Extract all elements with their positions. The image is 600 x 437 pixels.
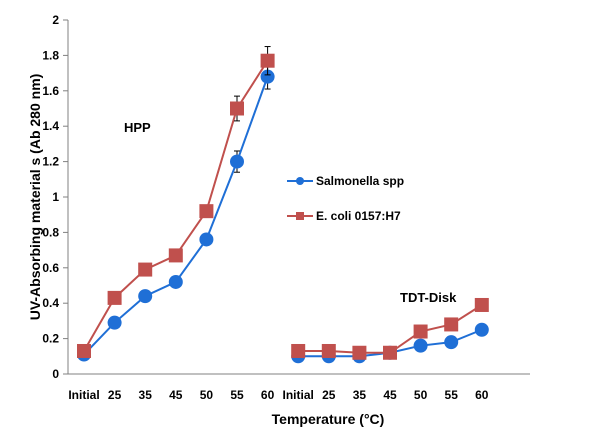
data-point-salmonella [107, 315, 122, 330]
data-point-salmonella [168, 274, 183, 289]
y-tick-label: 0.8 [42, 225, 59, 239]
y-tick-label: 1 [52, 190, 59, 204]
data-point-salmonella [444, 335, 459, 350]
x-tick-label: 60 [475, 388, 489, 402]
data-point-ecoli [77, 343, 91, 358]
x-tick-label: 25 [322, 388, 336, 402]
x-axis-title: Temperature (°C) [272, 411, 385, 427]
x-tick-label: 55 [445, 388, 459, 402]
legend-label: Salmonella spp [316, 174, 404, 188]
data-point-salmonella [138, 289, 153, 304]
data-point-ecoli [230, 101, 244, 116]
data-point-salmonella [474, 322, 489, 337]
x-tick-label: Initial [68, 388, 99, 402]
x-tick-label: 35 [139, 388, 153, 402]
group-label-tdt-disk: TDT-Disk [400, 290, 457, 305]
data-point-ecoli [107, 290, 122, 305]
y-tick-label: 2 [52, 13, 59, 27]
data-point-ecoli [413, 324, 428, 339]
y-axis-title: UV-Absorbing material s (Ab 280 nm) [27, 74, 43, 321]
legend-marker [296, 212, 304, 220]
data-point-ecoli [260, 53, 275, 68]
y-tick-label: 0.2 [42, 332, 59, 346]
data-point-ecoli [474, 297, 489, 312]
data-point-ecoli [321, 343, 336, 358]
group-label-hpp: HPP [124, 120, 151, 135]
y-tick-label: 0 [52, 367, 59, 381]
x-tick-label: 50 [200, 388, 214, 402]
data-point-salmonella [413, 338, 428, 353]
data-point-ecoli [168, 248, 183, 263]
y-tick-label: 1.6 [42, 84, 59, 98]
x-tick-label: 25 [108, 388, 122, 402]
y-tick-label: 1.4 [42, 119, 59, 133]
y-tick-label: 1.8 [42, 48, 59, 62]
x-tick-label: 35 [353, 388, 367, 402]
data-point-salmonella [230, 154, 244, 169]
x-tick-label: 55 [230, 388, 244, 402]
x-tick-label: 50 [414, 388, 428, 402]
x-tick-label: 45 [383, 388, 397, 402]
data-point-salmonella [199, 232, 214, 247]
data-point-ecoli [138, 262, 153, 277]
x-tick-label: 60 [261, 388, 275, 402]
data-point-ecoli [199, 204, 214, 219]
series-line-salmonella [83, 76, 269, 356]
y-tick-label: 0.6 [42, 261, 59, 275]
y-tick-label: 0.4 [42, 296, 59, 310]
data-point-ecoli [352, 345, 367, 360]
legend-label: E. coli 0157:H7 [316, 209, 401, 223]
x-tick-label: Initial [283, 388, 314, 402]
data-point-salmonella [260, 69, 275, 84]
x-tick-label: 45 [169, 388, 183, 402]
legend-marker [296, 177, 304, 185]
y-tick-label: 1.2 [42, 155, 59, 169]
data-point-ecoli [383, 345, 397, 360]
data-point-ecoli [444, 317, 459, 332]
data-point-ecoli [291, 343, 306, 358]
